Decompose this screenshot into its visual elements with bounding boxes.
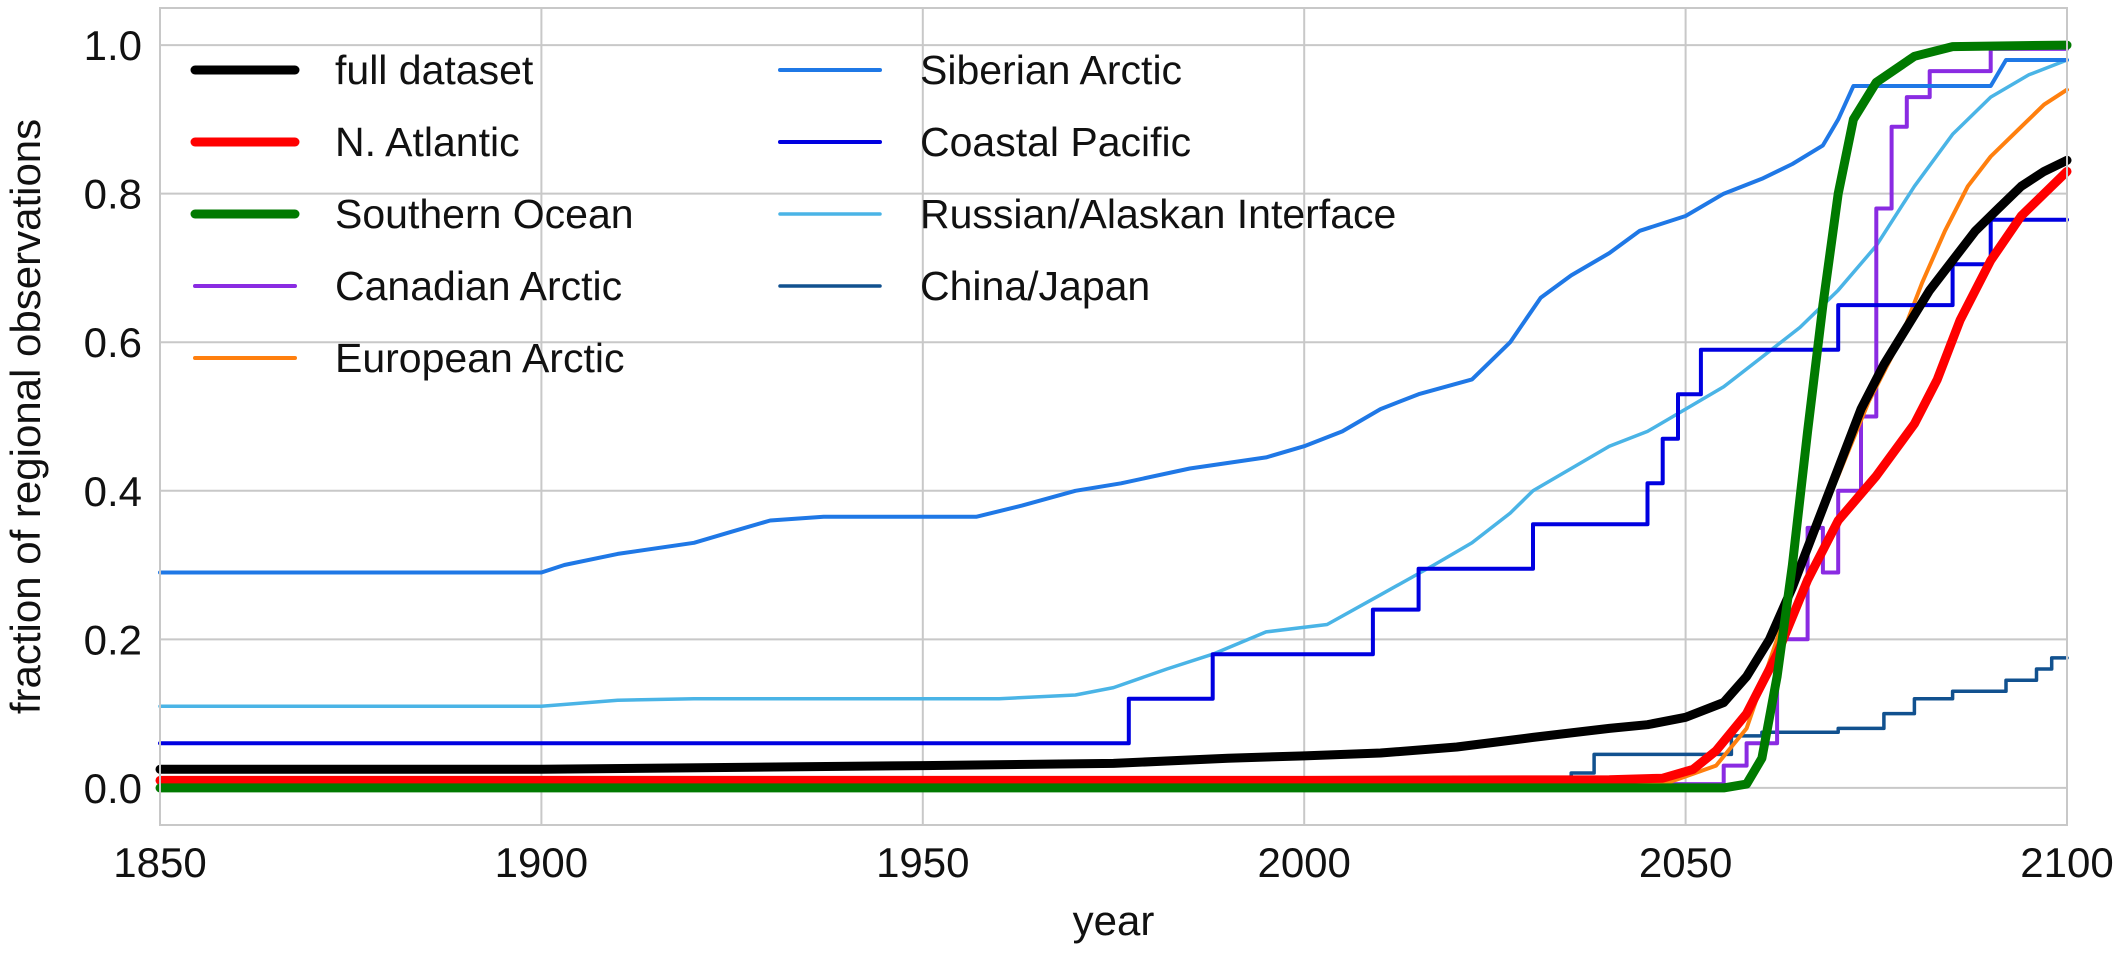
- x-axis-ticks: 1850 1900 1950 2000 2050 2100: [113, 839, 2113, 886]
- gridlines: [159, 8, 2068, 825]
- y-tick-label: 0.2: [84, 616, 142, 663]
- y-tick-label: 0.4: [84, 468, 142, 515]
- series-line-canadian-arctic: [158, 46, 2069, 787]
- legend-label-n-atlantic: N. Atlantic: [335, 119, 520, 165]
- series-line-full-dataset: [155, 155, 2072, 774]
- y-tick-label: 1.0: [84, 22, 142, 69]
- legend-label-canadian-arctic: Canadian Arctic: [335, 263, 622, 309]
- series-line-southern-ocean: [155, 40, 2072, 793]
- y-tick-label: 0.0: [84, 765, 142, 812]
- x-tick-label: 2050: [1639, 839, 1732, 886]
- legend-label-full-dataset: full dataset: [335, 47, 534, 93]
- x-tick-label: 1950: [876, 839, 969, 886]
- series-line-siberian-arctic: [158, 58, 2069, 575]
- series-line-coastal-pacific: [158, 217, 2069, 746]
- legend-label-coastal-pacific: Coastal Pacific: [920, 119, 1191, 165]
- x-tick-label: 1900: [495, 839, 588, 886]
- legend-label-european-arctic: European Arctic: [335, 335, 624, 381]
- x-axis-label: year: [1073, 897, 1155, 944]
- plot-frame: [159, 7, 2068, 826]
- legend-label-southern-ocean: Southern Ocean: [335, 191, 634, 237]
- legend-label-china-japan: China/Japan: [920, 263, 1150, 309]
- series-line-china-japan: [158, 656, 2069, 786]
- y-axis-label: fraction of regional observations: [2, 119, 49, 714]
- series-line-n-atlantic: [155, 166, 2072, 785]
- legend-label-siberian-arctic: Siberian Arctic: [920, 47, 1182, 93]
- series-lines: [155, 40, 2072, 793]
- legend: full dataset N. Atlantic Southern Ocean Can…: [190, 47, 1396, 381]
- x-tick-label: 2100: [2020, 839, 2113, 886]
- y-tick-label: 0.8: [84, 171, 142, 218]
- legend-label-russian-alaskan-interface: Russian/Alaskan Interface: [920, 191, 1396, 237]
- x-tick-label: 2000: [1257, 839, 1350, 886]
- y-axis-ticks: 0.0 0.2 0.4 0.6 0.8 1.0: [84, 22, 142, 812]
- y-tick-label: 0.6: [84, 319, 142, 366]
- x-tick-label: 1850: [113, 839, 206, 886]
- series-line-russian-alaskan-interface: [158, 58, 2069, 708]
